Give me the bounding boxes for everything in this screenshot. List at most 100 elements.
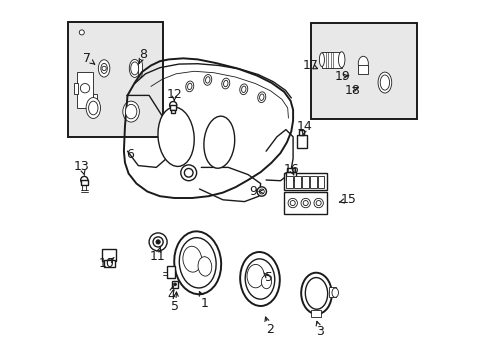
Text: 12: 12 [166, 88, 182, 101]
Text: 2: 2 [265, 323, 273, 336]
Ellipse shape [301, 273, 331, 314]
Ellipse shape [241, 86, 245, 93]
Circle shape [80, 84, 89, 93]
Circle shape [313, 198, 323, 208]
Ellipse shape [158, 107, 194, 166]
Ellipse shape [331, 288, 338, 297]
Ellipse shape [183, 246, 201, 272]
Ellipse shape [203, 116, 234, 168]
Bar [285, 172, 296, 180]
Ellipse shape [246, 264, 264, 288]
Ellipse shape [244, 259, 274, 299]
Circle shape [289, 201, 295, 206]
Bar [170, 105, 176, 110]
Circle shape [316, 201, 321, 206]
Ellipse shape [305, 278, 327, 309]
Ellipse shape [257, 92, 265, 103]
Bar [284, 173, 326, 190]
Circle shape [149, 233, 167, 251]
Bar [74, 83, 78, 94]
Bar [102, 249, 116, 261]
Bar [358, 65, 367, 74]
Text: 7: 7 [83, 52, 91, 65]
Text: 4: 4 [167, 289, 175, 302]
Bar [103, 260, 114, 267]
Circle shape [153, 237, 163, 247]
Ellipse shape [174, 231, 221, 294]
Text: 6: 6 [126, 148, 134, 161]
Ellipse shape [88, 101, 98, 115]
Ellipse shape [259, 94, 264, 100]
Ellipse shape [98, 60, 110, 77]
Circle shape [287, 198, 297, 208]
Ellipse shape [125, 104, 137, 119]
Circle shape [156, 240, 160, 244]
Text: 5: 5 [171, 300, 179, 313]
Text: 13: 13 [74, 160, 89, 173]
Bar [81, 180, 87, 185]
Text: 3: 3 [316, 325, 324, 338]
Bar [258, 267, 263, 274]
Bar [172, 281, 177, 288]
Circle shape [81, 176, 88, 184]
Circle shape [303, 201, 307, 206]
Text: 5: 5 [264, 271, 272, 284]
Ellipse shape [129, 59, 140, 77]
Ellipse shape [203, 75, 211, 85]
Text: 8: 8 [139, 48, 147, 61]
Ellipse shape [130, 62, 139, 75]
Circle shape [257, 187, 266, 196]
Ellipse shape [222, 78, 229, 89]
Ellipse shape [187, 83, 192, 90]
Bar [294, 176, 300, 188]
Ellipse shape [101, 63, 107, 73]
Ellipse shape [319, 53, 324, 67]
Circle shape [184, 168, 193, 177]
Text: 15: 15 [340, 193, 356, 206]
Bar [171, 110, 175, 113]
Ellipse shape [358, 56, 367, 71]
Ellipse shape [198, 257, 211, 276]
Text: 18: 18 [344, 84, 360, 96]
Bar [310, 23, 416, 119]
Ellipse shape [377, 72, 391, 93]
Circle shape [181, 165, 196, 181]
Bar [310, 310, 321, 317]
Ellipse shape [122, 101, 139, 122]
Ellipse shape [223, 80, 227, 87]
Bar [329, 287, 335, 297]
Bar [77, 72, 93, 108]
Text: 10: 10 [99, 257, 115, 270]
Ellipse shape [380, 75, 389, 90]
Circle shape [79, 30, 84, 35]
Ellipse shape [239, 84, 247, 95]
Bar [317, 176, 324, 188]
Bar [286, 168, 295, 172]
Ellipse shape [338, 52, 344, 68]
Circle shape [173, 283, 176, 286]
Bar [296, 135, 306, 148]
Text: 14: 14 [297, 120, 312, 133]
Ellipse shape [240, 252, 279, 306]
Circle shape [259, 189, 264, 194]
Ellipse shape [179, 238, 216, 288]
Circle shape [169, 102, 177, 109]
Bar [167, 266, 175, 278]
Text: 9: 9 [249, 185, 257, 198]
Bar [285, 176, 292, 188]
Text: 1: 1 [201, 297, 208, 310]
Bar [68, 22, 163, 137]
Bar [321, 52, 341, 68]
Text: 17: 17 [302, 59, 318, 72]
Bar [302, 176, 308, 188]
Ellipse shape [138, 59, 142, 77]
Text: 16: 16 [283, 163, 299, 176]
Ellipse shape [205, 77, 209, 83]
Bar [284, 192, 326, 214]
Bar [93, 94, 97, 101]
Ellipse shape [185, 81, 193, 92]
Circle shape [301, 198, 310, 208]
Bar [298, 130, 304, 135]
Bar [309, 176, 316, 188]
Text: 11: 11 [149, 250, 165, 263]
